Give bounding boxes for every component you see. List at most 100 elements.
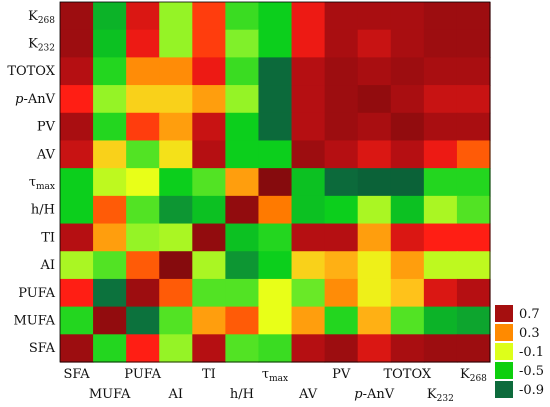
heatmap-cell: [93, 223, 127, 252]
heatmap-cell: [225, 57, 260, 86]
heatmap-cell: [390, 278, 425, 308]
heatmap-cell: [357, 306, 392, 335]
heatmap-cell: [93, 112, 127, 142]
heatmap-cell: [357, 223, 392, 252]
heatmap-cell: [60, 57, 94, 86]
plot-frame: [59, 1, 491, 363]
heatmap-cell: [390, 306, 425, 335]
heatmap-cell: [258, 251, 293, 280]
heatmap-cell: [258, 168, 293, 197]
heatmap-cell: [291, 2, 326, 31]
row-label: K268: [28, 9, 55, 26]
legend-label: -0.5: [519, 364, 544, 379]
heatmap-cell: [390, 85, 425, 114]
column-label: h/H: [230, 387, 254, 402]
heatmap-cell: [291, 57, 326, 86]
heatmap-cell: [159, 334, 193, 363]
heatmap-cell: [324, 334, 359, 363]
column-label: PUFA: [124, 367, 161, 382]
row-label: PV: [37, 120, 56, 135]
row-label: TOTOX: [7, 64, 55, 79]
legend-label: -0.1: [519, 345, 544, 360]
row-label: τmax: [29, 175, 55, 192]
heatmap-cell: [225, 334, 260, 363]
heatmap-cell: [60, 251, 94, 280]
row-label: PUFA: [18, 286, 55, 301]
row-labels: K268 K232 TOTOX p-AnV PV AV τmax h/H TI AI PUFA MUF…: [7, 9, 55, 356]
legend-label: -0.9: [519, 383, 544, 398]
heatmap-cell: [390, 334, 425, 363]
heatmap-cell: [456, 223, 491, 252]
row-label: K232: [28, 37, 55, 54]
heatmap-cell: [60, 2, 94, 31]
heatmap-cell: [423, 2, 458, 31]
heatmap-cell: [192, 334, 226, 363]
heatmap-cell: [291, 195, 326, 225]
heatmap-cell: [258, 195, 293, 225]
heatmap-cell: [126, 251, 160, 280]
heatmap-cell: [192, 223, 226, 252]
heatmap-cell: [258, 278, 293, 308]
row-label: AI: [39, 258, 55, 273]
heatmap-cell: [159, 29, 193, 58]
heatmap-cell: [93, 251, 127, 280]
heatmap-cells: [60, 2, 491, 363]
heatmap-cell: [324, 278, 359, 308]
heatmap-cell: [60, 29, 94, 58]
heatmap-cell: [93, 29, 127, 58]
heatmap-cell: [60, 85, 94, 114]
row-label: MUFA: [13, 313, 55, 328]
legend-swatch: [495, 305, 513, 322]
heatmap-cell: [192, 278, 226, 308]
heatmap-cell: [291, 168, 326, 197]
heatmap-cell: [159, 85, 193, 114]
heatmap-cell: [93, 306, 127, 335]
heatmap-cell: [258, 29, 293, 58]
heatmap-cell: [192, 85, 226, 114]
column-label: TI: [202, 367, 216, 382]
column-label: p-AnV: [354, 387, 394, 402]
heatmap-cell: [93, 57, 127, 86]
row-label: SFA: [29, 341, 56, 356]
heatmap-cell: [291, 251, 326, 280]
heatmap-cell: [225, 306, 260, 335]
heatmap-cell: [456, 168, 491, 197]
heatmap-cell: [456, 334, 491, 363]
heatmap-cell: [357, 334, 392, 363]
heatmap-cell: [390, 168, 425, 197]
heatmap-cell: [390, 223, 425, 252]
row-label: p-AnV: [15, 92, 55, 107]
heatmap-cell: [324, 112, 359, 142]
heatmap-cell: [192, 168, 226, 197]
heatmap-cell: [456, 29, 491, 58]
heatmap-cell: [126, 29, 160, 58]
heatmap-cell: [390, 2, 425, 31]
heatmap-cell: [258, 85, 293, 114]
heatmap-cell: [126, 57, 160, 86]
heatmap-cell: [324, 140, 359, 169]
heatmap-cell: [258, 112, 293, 142]
heatmap-cell: [324, 2, 359, 31]
legend-label: 0.7: [519, 307, 540, 322]
heatmap-cell: [93, 168, 127, 197]
heatmap-cell: [60, 168, 94, 197]
column-label: K268: [460, 367, 487, 384]
heatmap-cell: [324, 29, 359, 58]
heatmap-cell: [324, 57, 359, 86]
heatmap-cell: [159, 223, 193, 252]
heatmap-cell: [291, 29, 326, 58]
heatmap-cell: [357, 140, 392, 169]
heatmap-cell: [192, 140, 226, 169]
heatmap-cell: [291, 85, 326, 114]
heatmap-cell: [423, 306, 458, 335]
heatmap-cell: [357, 29, 392, 58]
heatmap-cell: [192, 251, 226, 280]
column-label: SFA: [63, 367, 90, 382]
heatmap-cell: [357, 195, 392, 225]
heatmap-cell: [126, 112, 160, 142]
heatmap-cell: [60, 306, 94, 335]
heatmap-cell: [390, 140, 425, 169]
heatmap-cell: [423, 57, 458, 86]
heatmap-cell: [93, 140, 127, 169]
heatmap-cell: [258, 2, 293, 31]
